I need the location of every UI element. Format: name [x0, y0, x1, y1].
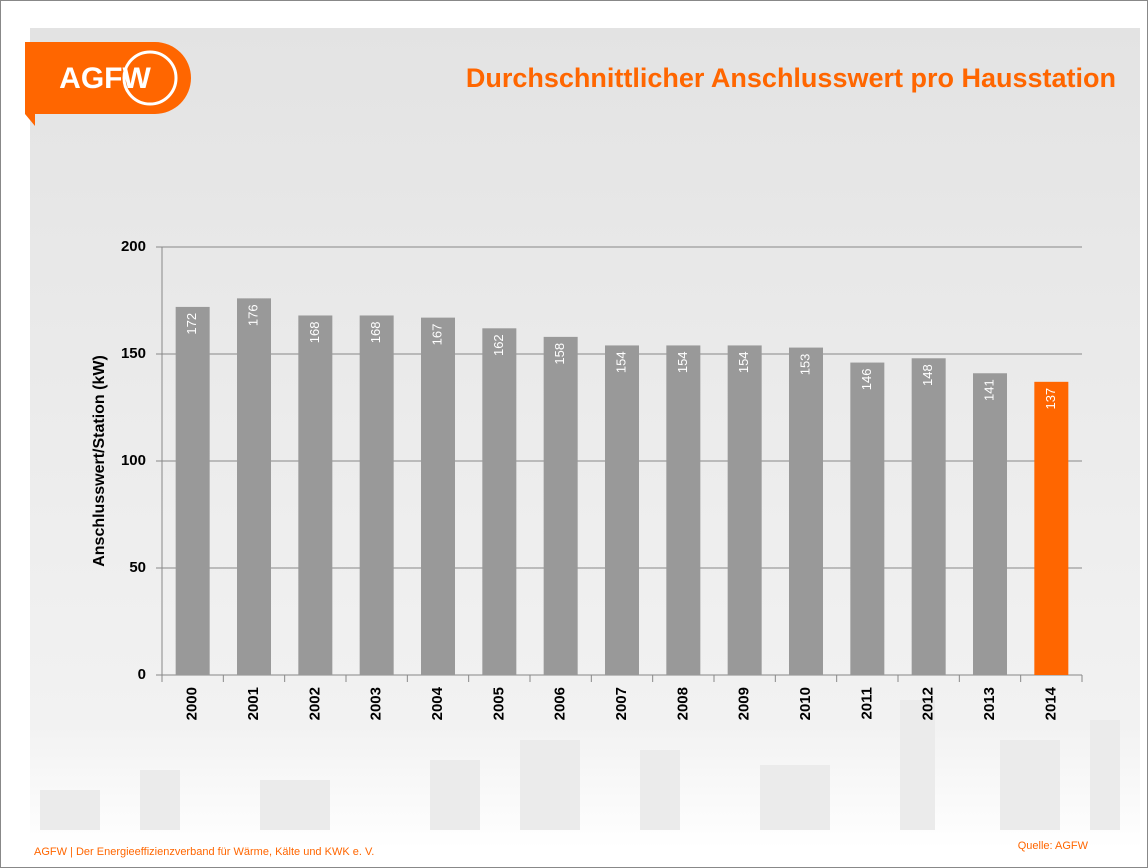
bar	[298, 315, 333, 675]
x-tick-label: 2008	[674, 687, 691, 720]
data-label: 158	[552, 343, 567, 365]
data-label: 176	[245, 304, 260, 326]
x-tick-label: 2007	[613, 687, 630, 720]
x-tick-label: 2004	[429, 686, 446, 720]
bar	[911, 358, 946, 675]
chart-title: Durchschnittlicher Anschlusswert pro Hau…	[466, 63, 1116, 93]
x-tick-label: 2000	[184, 687, 201, 720]
x-tick-label: 2014	[1042, 686, 1059, 720]
bar	[482, 328, 517, 675]
x-tick-label: 2002	[306, 687, 323, 720]
footer: AGFW | Der Energieeffizienzverband für W…	[34, 846, 374, 858]
y-tick-label: 200	[121, 238, 146, 255]
bar	[1034, 381, 1069, 675]
bar	[605, 345, 639, 675]
logo-ring	[122, 50, 178, 106]
data-label: 146	[859, 369, 874, 391]
x-tick-label: 2009	[736, 687, 753, 720]
x-tick-label: 2001	[245, 687, 262, 720]
data-label: 154	[613, 351, 628, 373]
data-label: 154	[675, 351, 690, 373]
logo-text: AGFW	[59, 62, 151, 95]
bar	[973, 373, 1007, 675]
bar	[359, 315, 394, 675]
skyline	[40, 700, 1120, 830]
data-label: 154	[736, 351, 751, 373]
x-tick-label: 2011	[858, 687, 875, 720]
y-tick-label: 50	[129, 559, 146, 576]
bar	[850, 362, 885, 675]
x-tick-label: 2003	[368, 687, 385, 720]
y-tick-label: 0	[138, 666, 146, 683]
x-tick-label: 2010	[797, 687, 814, 720]
background	[30, 28, 1140, 848]
bar	[727, 345, 762, 675]
y-tick-label: 150	[121, 345, 146, 362]
bar	[543, 336, 578, 675]
x-tick-label: 2013	[981, 687, 998, 720]
source: Quelle: AGFW	[1018, 840, 1089, 852]
data-label: 167	[429, 324, 444, 346]
bar	[789, 347, 823, 675]
bar	[237, 298, 271, 675]
bar	[666, 345, 701, 675]
bar	[421, 317, 455, 675]
data-label: 168	[368, 321, 383, 343]
data-label: 162	[491, 334, 506, 356]
data-label: 141	[981, 379, 996, 401]
data-label: 148	[920, 364, 935, 386]
x-tick-label: 2012	[920, 687, 937, 720]
x-tick-label: 2005	[490, 687, 507, 720]
data-label: 137	[1043, 388, 1058, 410]
data-label: 172	[184, 313, 199, 335]
bar	[175, 306, 210, 675]
x-tick-label: 2006	[552, 687, 569, 720]
data-label: 153	[797, 354, 812, 376]
data-label: 168	[307, 321, 322, 343]
y-tick-label: 100	[121, 452, 146, 469]
y-axis-label: Anschlusswert/Station (kW)	[91, 355, 108, 567]
